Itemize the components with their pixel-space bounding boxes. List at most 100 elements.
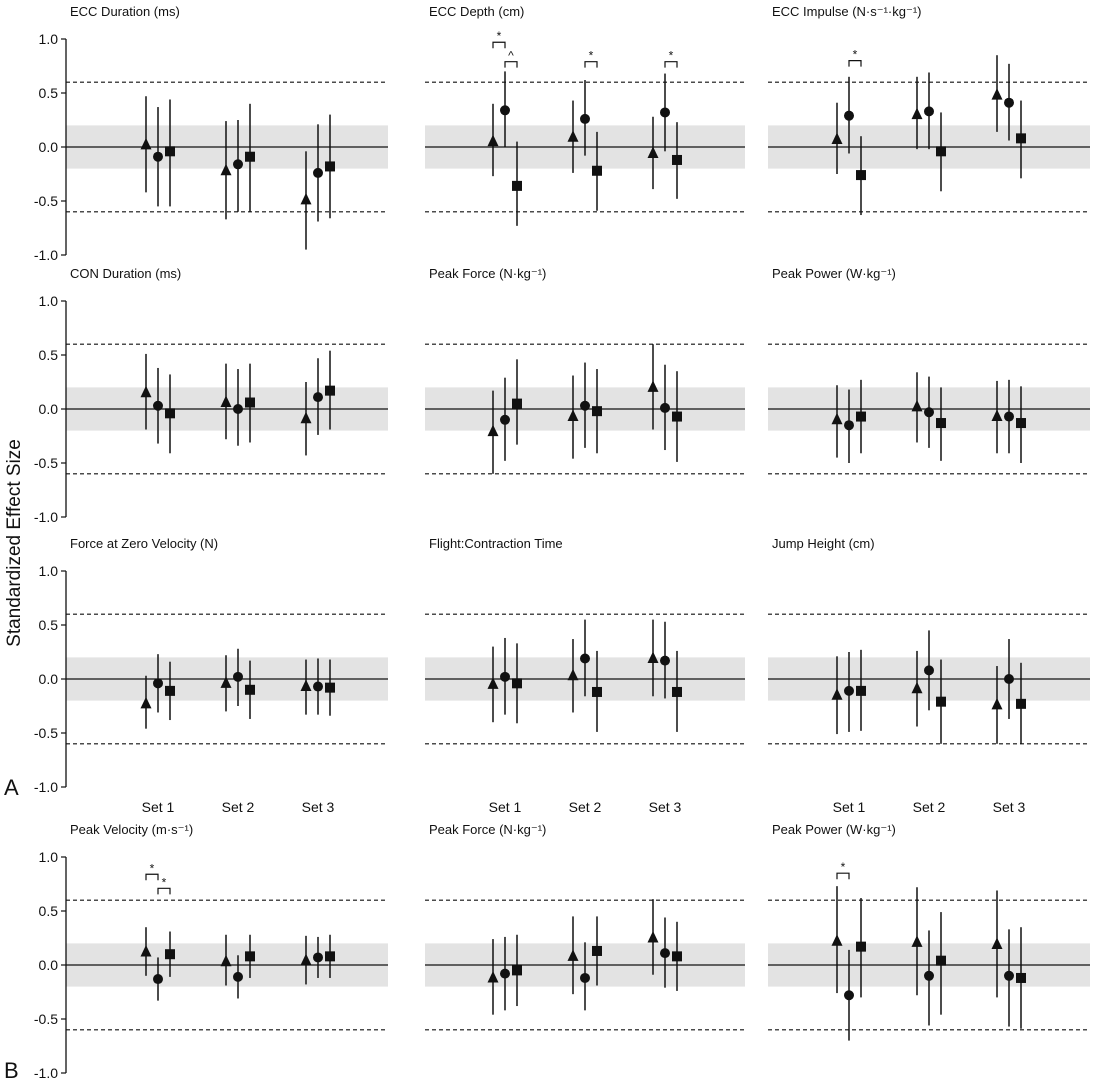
y-tick-label: 0.0 [39,401,59,417]
square-marker [325,951,335,962]
square-marker [1016,972,1026,983]
significance-label: * [162,875,167,889]
circle-marker [153,678,163,689]
square-marker [592,406,602,417]
panel-label-b: B [4,1058,19,1083]
y-tick-label: 0.5 [39,347,59,363]
significance-bracket [664,61,678,68]
square-marker [936,955,946,966]
square-marker [592,686,602,697]
circle-marker [924,970,934,981]
x-category-label: Set 1 [833,799,866,815]
y-tick-label: 0.5 [39,85,59,101]
y-tick-label: 0.5 [39,903,59,919]
circle-marker [580,653,590,664]
triangle-marker [567,949,579,961]
square-marker [165,408,175,419]
circle-marker [660,948,670,959]
triangle-marker [567,130,579,142]
triangle-marker [300,192,312,205]
significance-bracket [145,873,159,881]
significance-label: * [669,49,674,63]
circle-marker [313,167,323,178]
triangle-marker [140,945,152,957]
circle-marker [500,414,510,425]
significance-bracket [157,887,171,895]
square-marker [512,678,522,689]
triangle-marker [991,937,1003,949]
circle-marker [500,105,510,116]
y-tick-label: 1.0 [39,293,59,309]
square-marker [1016,698,1026,709]
circle-marker [1004,411,1014,422]
triangle-marker [911,935,923,947]
square-marker [592,945,602,956]
triangle-marker [911,681,923,694]
triangle-marker [831,412,843,425]
x-category-label: Set 3 [649,799,682,815]
triangle-marker [487,677,499,689]
triangle-marker [647,146,659,158]
panel-title: Peak Power (W·kg⁻¹) [772,822,896,837]
square-marker [936,418,946,429]
significance-bracket [584,61,598,68]
square-marker [325,161,335,172]
panel-title: Peak Velocity (m·s⁻¹) [70,822,193,837]
significance-label: * [497,29,502,43]
square-marker [165,146,175,157]
circle-marker [500,671,510,682]
triangle-marker [647,931,659,943]
panel-title: ECC Impulse (N·s⁻¹·kg⁻¹) [772,4,922,19]
y-tick-label: 0.5 [39,617,59,633]
y-axis-label: Standardized Effect Size [4,439,25,647]
circle-marker [580,400,590,411]
circle-marker [233,971,243,982]
x-category-label: Set 3 [302,799,335,815]
panel-title: Jump Height (cm) [772,536,875,551]
square-marker [856,941,866,952]
triangle-marker [831,688,843,700]
circle-marker [500,968,510,979]
triangle-marker [300,411,312,424]
significance-label: * [841,860,846,874]
square-marker [165,685,175,696]
y-tick-label: -0.5 [34,193,58,209]
triangle-marker [991,88,1003,100]
x-category-label: Set 1 [142,799,175,815]
panel-title: ECC Depth (cm) [429,4,524,19]
panel-title: Peak Force (N·kg⁻¹) [429,822,546,837]
triangle-marker [567,409,579,422]
panel-2: ECC Depth (cm) * ^ * * [425,4,745,226]
significance-bracket [492,41,506,49]
triangle-marker [991,409,1003,422]
circle-marker [1004,970,1014,981]
square-marker [1016,418,1026,429]
panel-4: CON Duration (ms) 1.0 0.5 0.0 -0.5 -1.0 [34,266,388,525]
square-marker [672,951,682,962]
square-marker [1016,133,1026,144]
circle-marker [313,392,323,403]
panel-title: ECC Duration (ms) [70,4,180,19]
panel-title: Force at Zero Velocity (N) [70,536,218,551]
circle-marker [924,665,934,676]
y-tick-label: -1.0 [34,779,58,795]
panel-title: Peak Power (W·kg⁻¹) [772,266,896,281]
circle-marker [1004,97,1014,108]
significance-label: * [853,48,858,62]
x-category-label: Set 2 [222,799,255,815]
x-category-label: Set 1 [489,799,522,815]
square-marker [512,180,522,191]
circle-marker [580,113,590,124]
circle-marker [580,972,590,983]
panel-9: Jump Height (cm) Set 1 Set 2 Set 3 [768,536,1090,815]
y-tick-label: -1.0 [34,1065,58,1081]
y-tick-label: 1.0 [39,31,59,47]
circle-marker [844,420,854,431]
panel-1: ECC Duration (ms) 1.0 0.5 0.0 -0.5 -1.0 [34,4,388,263]
circle-marker [924,407,934,418]
triangle-marker [911,399,923,412]
panel-8: Flight:Contraction Time Set 1 Set 2 Set 3 [425,536,745,815]
square-marker [325,385,335,396]
